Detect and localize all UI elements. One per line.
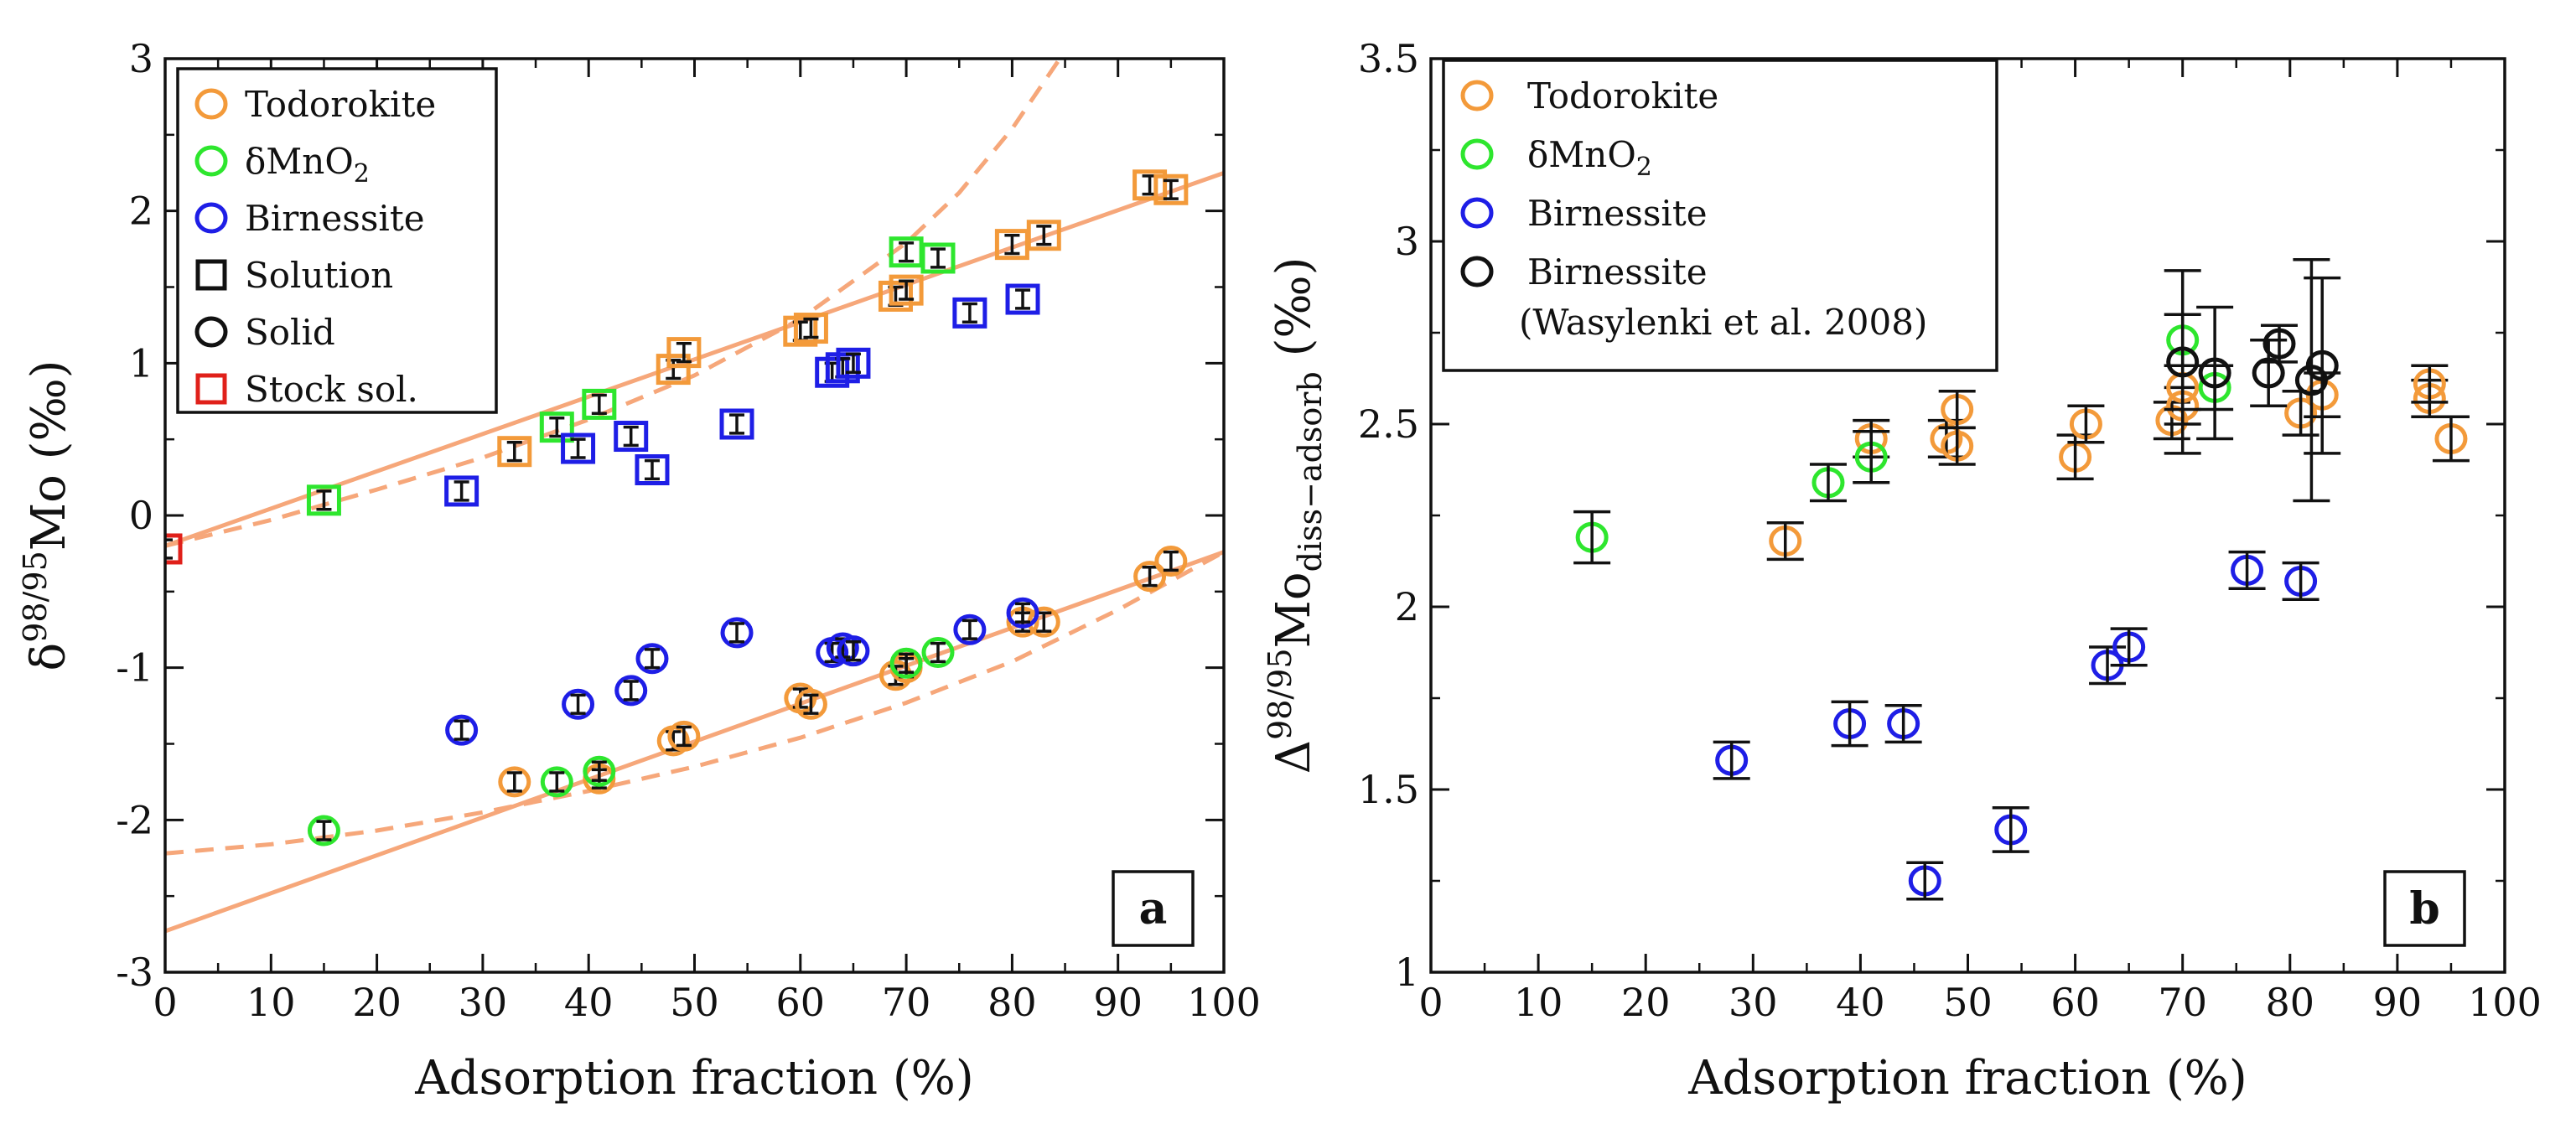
x-tick-label: 20 (352, 980, 402, 1025)
rayleigh-curve (165, 552, 1224, 854)
legend-label: δMnO2 (1527, 134, 1652, 182)
x-tick-label: 50 (1943, 980, 1993, 1025)
y-tick-label: 3 (1395, 219, 1419, 264)
y-axis-label-main: Mo (‰) (22, 360, 76, 551)
x-tick-label: 90 (1093, 980, 1143, 1025)
x-tick-label: 80 (987, 980, 1037, 1025)
y-tick-label: 2 (1395, 584, 1419, 629)
x-tick-label: 80 (2266, 980, 2315, 1025)
legend-label: Birnessite (1527, 251, 1708, 293)
legend-label-citation: (Wasylenki et al. 2008) (1519, 302, 1927, 343)
y-axis-label: Δ98/95Modiss−adsorb (‰) (1262, 257, 1329, 774)
x-axis-label: Adsorption fraction (%) (1687, 1051, 2247, 1105)
panel-a-chart: 0 10 20 30 40 50 60 70 80 90 100 -3 -2 -1 0 1 2 3 Adsorpti… (17, 36, 1261, 1105)
legend-label: Todorokite (1527, 75, 1718, 116)
y-axis-label-unit: (‰) (1267, 257, 1321, 372)
x-tick-label: 40 (564, 980, 614, 1025)
legend-label-main: δMnO (245, 141, 354, 182)
legend-label: δMnO2 (245, 141, 370, 189)
figure: 0 10 20 30 40 50 60 70 80 90 100-3-2-10123Adsorpti… (0, 0, 2576, 1139)
legend-label-main: δMnO (1527, 134, 1636, 175)
legend-label: Stock sol. (245, 369, 418, 410)
y-axis-label-main: Mo (1267, 572, 1321, 648)
y-tick-label: 1.5 (1358, 767, 1419, 812)
legend-label-sub: 2 (354, 159, 370, 189)
x-tick-label: 20 (1621, 980, 1671, 1025)
y-tick-label: 3.5 (1358, 36, 1419, 81)
y-axis-label-prefix: Δ (1267, 740, 1321, 774)
x-tick-label: 100 (1187, 980, 1261, 1025)
x-tick-label: 70 (882, 980, 931, 1025)
panel-b-chart: 0 10 20 30 40 50 60 70 80 90 100 1 1.5 2 2.5 3 3.5 Adsorp… (1262, 36, 2542, 1105)
y-axis-label-sub: diss−adsorb (1292, 371, 1329, 572)
legend: Todorokite δMnO2 Birnessite Solution Solid St… (178, 69, 496, 412)
x-tick-label: 10 (246, 980, 296, 1025)
x-tick-label: 60 (2050, 980, 2100, 1025)
x-axis-label: Adsorption fraction (%) (414, 1051, 974, 1105)
legend-label: Birnessite (1527, 193, 1708, 234)
y-axis-label-sup: 98/95 (17, 551, 54, 643)
y-tick-label: 2 (129, 189, 153, 234)
x-tick-label: 0 (1418, 980, 1443, 1025)
legend-label: Todorokite (245, 84, 436, 125)
y-tick-label: 0 (129, 493, 153, 538)
y-tick-label: -2 (116, 797, 153, 842)
legend-label: Solid (245, 312, 335, 353)
y-tick-label: -1 (116, 645, 153, 691)
y-tick-label: 3 (129, 36, 153, 81)
y-axis-label-prefix: δ (22, 643, 76, 671)
legend-label: Birnessite (245, 198, 425, 239)
y-tick-label: 1 (129, 340, 153, 386)
x-tick-label: 10 (1514, 980, 1563, 1025)
legend-label: Solution (245, 255, 393, 296)
y-tick-label: 1 (1395, 950, 1419, 995)
x-tick-label: 30 (459, 980, 508, 1025)
panel-letter: b (2409, 883, 2439, 934)
legend: Todorokite δMnO2 Birnessite Birnessite (Wasy… (1443, 60, 1997, 370)
fit-line (165, 552, 1224, 931)
x-tick-label: 0 (153, 980, 177, 1025)
y-tick-label: 2.5 (1358, 401, 1419, 447)
y-axis-label: δ98/95Mo (‰) (17, 360, 76, 671)
x-tick-label: 60 (776, 980, 826, 1025)
x-tick-label: 70 (2158, 980, 2207, 1025)
panel-letter: a (1139, 883, 1168, 934)
y-axis-label-sup: 98/95 (1262, 648, 1298, 740)
y-tick-label: -3 (116, 950, 153, 995)
x-tick-label: 40 (1836, 980, 1885, 1025)
legend-label-sub: 2 (1636, 153, 1652, 182)
x-tick-label: 30 (1729, 980, 1778, 1025)
x-tick-label: 50 (670, 980, 719, 1025)
x-tick-label: 90 (2373, 980, 2423, 1025)
x-tick-label: 100 (2468, 980, 2542, 1025)
